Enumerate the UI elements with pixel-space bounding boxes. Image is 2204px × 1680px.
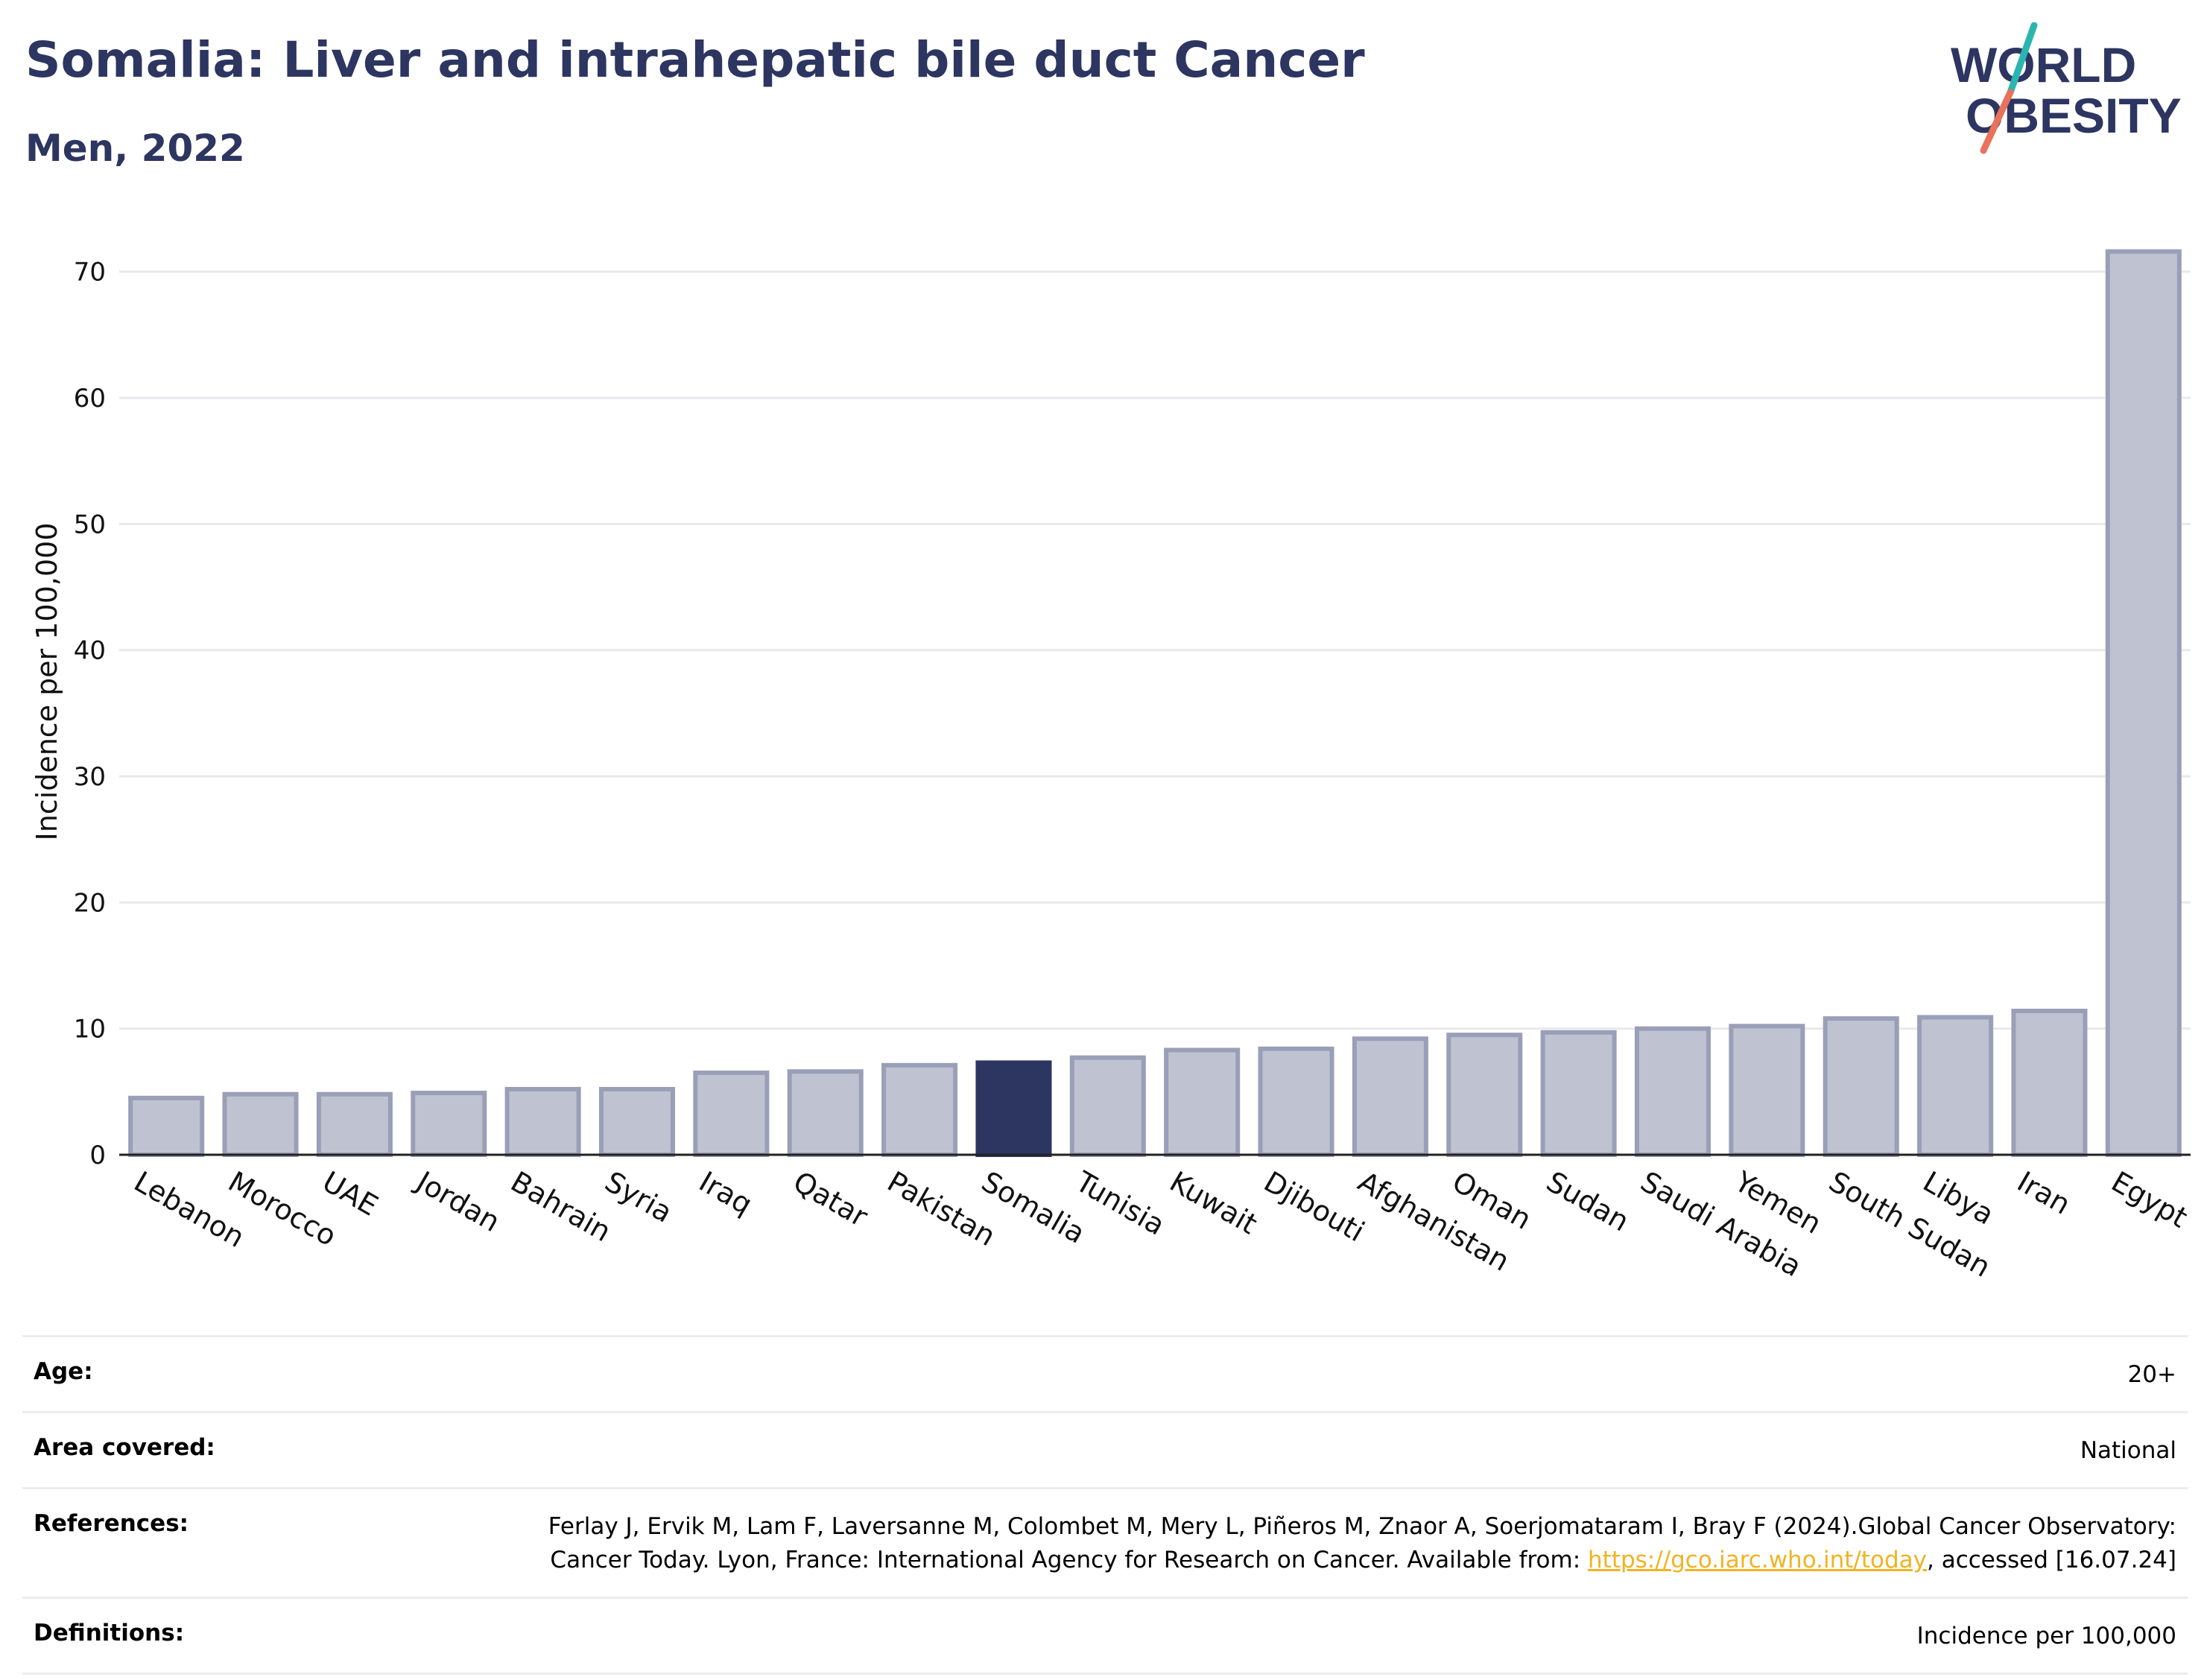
references-link[interactable]: https://gco.iarc.who.int/today	[1588, 1546, 1927, 1573]
x-tick-label: Egypt	[2106, 1165, 2193, 1234]
definitions-value: Incidence per 100,000	[1916, 1622, 2176, 1649]
bar-south-sudan	[1823, 1016, 1899, 1157]
x-tick-label: Saudi Arabia	[1635, 1165, 1808, 1284]
bar-yemen	[1729, 1024, 1805, 1158]
y-axis-label: Incidence per 100,000	[31, 522, 63, 840]
references-value: Ferlay J, Ervik M, Lam F, Laversanne M, …	[463, 1510, 2176, 1577]
age-label: Age:	[34, 1358, 93, 1385]
bar-egypt	[2105, 249, 2182, 1157]
references-accessed: , accessed [16.07.24]	[1926, 1546, 2176, 1573]
meta-row-age: Age: 20+	[22, 1335, 2188, 1411]
age-value: 20+	[2127, 1361, 2176, 1388]
x-tick-label: Djibouti	[1258, 1165, 1370, 1249]
x-tick-label: Qatar	[788, 1165, 873, 1234]
area-value: National	[2080, 1436, 2176, 1464]
bar-morocco	[222, 1091, 299, 1157]
meta-row-definitions: Definitions: Incidence per 100,000	[22, 1596, 2188, 1675]
logo-line-1: WORLD	[1951, 37, 2136, 92]
bar-libya	[1917, 1015, 1994, 1157]
bar-syria	[598, 1086, 676, 1157]
y-tick-label: 10	[74, 1015, 106, 1045]
bar-afghanistan	[1352, 1036, 1428, 1158]
y-tick-label: 20	[74, 888, 106, 918]
y-tick-label: 60	[74, 384, 106, 413]
metadata-table: Age: 20+ Area covered: National Referenc…	[22, 1335, 2188, 1675]
bar-iraq	[693, 1070, 770, 1158]
bar-kuwait	[1164, 1047, 1241, 1158]
bar-uae	[316, 1091, 393, 1157]
definitions-label: Definitions:	[34, 1619, 185, 1646]
bar-qatar	[787, 1069, 864, 1157]
y-tick-label: 40	[74, 636, 106, 666]
bar-iran	[2011, 1008, 2088, 1157]
x-tick-label: Kuwait	[1165, 1165, 1263, 1241]
references-text: Ferlay J, Ervik M, Lam F, Laversanne M, …	[548, 1512, 2176, 1573]
bar-lebanon	[128, 1095, 205, 1158]
area-label: Area covered:	[34, 1433, 215, 1461]
x-tick-label: Sudan	[1541, 1165, 1635, 1238]
bar-pakistan	[881, 1062, 958, 1157]
bar-saudi-arabia	[1634, 1026, 1711, 1157]
bar-somalia	[975, 1060, 1052, 1158]
y-tick-label: 50	[74, 510, 106, 539]
y-tick-label: 30	[74, 762, 106, 792]
chart-subtitle: Men, 2022	[25, 127, 245, 170]
x-tick-label: Bahrain	[505, 1165, 616, 1249]
y-tick-label: 70	[74, 258, 106, 288]
x-tick-label: Pakistan	[882, 1165, 1001, 1253]
bar-djibouti	[1258, 1046, 1334, 1158]
y-tick-label: 0	[89, 1141, 106, 1170]
x-tick-label: Iran	[2012, 1165, 2076, 1221]
bar-tunisia	[1069, 1055, 1146, 1157]
x-tick-label: Iraq	[694, 1165, 758, 1221]
logo-slash-teal	[2007, 22, 2038, 96]
chart-title: Somalia: Liver and intrahepatic bile duc…	[25, 31, 1365, 89]
references-label: References:	[34, 1509, 189, 1537]
logo-slash-coral	[1980, 89, 2014, 154]
x-tick-label: Jordan	[410, 1164, 505, 1239]
meta-row-area: Area covered: National	[22, 1410, 2188, 1487]
bar-jordan	[411, 1091, 487, 1157]
meta-row-references: References: Ferlay J, Ervik M, Lam F, La…	[22, 1486, 2188, 1597]
bar-oman	[1446, 1033, 1523, 1157]
bar-bahrain	[504, 1086, 581, 1157]
x-tick-label: UAE	[317, 1165, 383, 1223]
bar-sudan	[1540, 1030, 1617, 1158]
world-obesity-logo: WORLD OBESITY	[1951, 22, 2182, 154]
x-tick-label: South Sudan	[1823, 1165, 1996, 1284]
